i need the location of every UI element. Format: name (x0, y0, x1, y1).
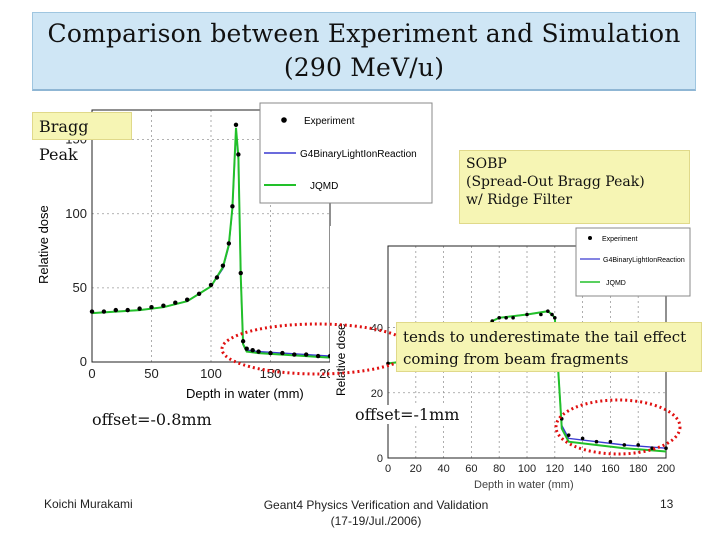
experiment-data-point (244, 346, 249, 351)
x-tick-label: 60 (465, 463, 477, 475)
x-tick-label: 0 (88, 366, 95, 381)
sobp-xlabel: Depth in water (mm) (474, 479, 574, 491)
x-tick-label: 180 (629, 463, 647, 475)
experiment-data-point (525, 312, 529, 317)
tail-note-box: tends to underestimate the tail effect c… (396, 322, 702, 372)
experiment-data-point (292, 352, 297, 357)
x-tick-label: 0 (385, 463, 391, 475)
sobp-legend-g4binary-label: G4BinaryLightIonReaction (603, 257, 685, 264)
legend-experiment-label: Experiment (304, 116, 355, 127)
slide-title-line1: Comparison between Experiment and Simula… (47, 19, 681, 48)
experiment-data-point (559, 417, 564, 421)
sobp-label-line2: (Spread-Out Bragg Peak) (466, 174, 645, 190)
page-number: 13 (660, 497, 674, 511)
experiment-data-point (161, 303, 166, 308)
offset-left-note: offset=-0.8mm (92, 410, 212, 429)
experiment-data-point (566, 433, 571, 437)
experiment-data-point (504, 315, 508, 320)
experiment-data-point (113, 307, 119, 313)
experiment-data-point (622, 443, 627, 447)
experiment-data-point (230, 204, 235, 209)
y-tick-label: 0 (80, 354, 87, 369)
x-tick-label: 20 (410, 463, 422, 475)
experiment-data-point (185, 297, 190, 302)
experiment-data-point (220, 263, 226, 268)
experiment-data-point (101, 309, 107, 314)
sobp-legend-experiment-marker (588, 236, 592, 240)
offset-right-note: offset=-1mm (355, 405, 460, 424)
x-tick-label: 100 (200, 366, 222, 381)
experiment-data-point (196, 291, 202, 297)
experiment-data-point (550, 312, 554, 317)
experiment-data-point (226, 241, 232, 246)
experiment-data-point (664, 446, 668, 451)
sobp-label-line3: w/ Ridge Filter (466, 192, 573, 208)
footer-center-line1: Geant4 Physics Verification and Validati… (263, 498, 489, 512)
footer-center-line2: (17-19/Jul./2006) (330, 514, 422, 528)
legend-jqmd-label: JQMD (310, 181, 338, 192)
experiment-data-point (137, 306, 142, 311)
experiment-data-point (608, 439, 613, 444)
x-tick-label: 100 (518, 463, 536, 475)
slide-title-box: Comparison between Experiment and Simula… (32, 12, 696, 91)
experiment-data-point (236, 152, 241, 157)
footer-center: Geant4 Physics Verification and Validati… (250, 497, 502, 529)
experiment-data-point (650, 446, 654, 451)
bragg-ylabel: Relative dose (36, 205, 51, 284)
experiment-data-point (208, 282, 214, 288)
sobp-ylabel: Relative dose (334, 323, 348, 396)
y-tick-label: 0 (377, 453, 383, 465)
sobp-label-box: SOBP (Spread-Out Bragg Peak) w/ Ridge Fi… (459, 150, 690, 224)
experiment-data-point (539, 312, 543, 317)
legend-g4binary-label: G4BinaryLightIonReaction (300, 149, 417, 160)
experiment-data-point (315, 353, 321, 359)
x-tick-label: 140 (573, 463, 591, 475)
x-tick-label: 200 (657, 463, 675, 475)
experiment-data-point (173, 300, 178, 305)
experiment-data-point (149, 304, 154, 310)
x-tick-label: 50 (144, 366, 158, 381)
experiment-data-point (490, 319, 495, 323)
experiment-data-point (240, 339, 246, 344)
experiment-data-point (280, 350, 285, 356)
slide-title-line2: (290 MeV/u) (283, 53, 445, 82)
sobp-label-line1: SOBP (466, 156, 507, 172)
sobp-legend-box (575, 227, 691, 297)
experiment-data-point (497, 315, 501, 320)
experiment-data-point (250, 347, 255, 353)
experiment-data-point (580, 436, 585, 441)
experiment-data-point (233, 122, 239, 128)
x-tick-label: 120 (546, 463, 564, 475)
experiment-data-point (636, 443, 640, 447)
bragg-xlabel: Depth in water (mm) (186, 386, 304, 401)
footer-author: Koichi Murakami (44, 497, 133, 511)
experiment-data-point (214, 275, 220, 280)
x-tick-label: 40 (437, 463, 449, 475)
experiment-data-point (304, 352, 309, 357)
legend-experiment-marker (281, 117, 287, 123)
tail-note-line2: coming from beam fragments (403, 350, 629, 368)
experiment-data-point (511, 315, 515, 320)
experiment-data-point (386, 361, 390, 366)
y-tick-label: 50 (73, 280, 87, 295)
experiment-data-point (256, 349, 261, 354)
x-tick-label: 80 (493, 463, 505, 475)
tail-note-line1: tends to underestimate the tail effect (403, 328, 687, 346)
experiment-data-point (125, 307, 130, 313)
bragg-peak-label: Bragg Peak (32, 112, 132, 164)
x-tick-label: 150 (260, 366, 282, 381)
experiment-data-point (553, 315, 557, 320)
sobp-legend-experiment-label: Experiment (602, 236, 637, 243)
experiment-data-point (238, 270, 243, 276)
y-tick-label: 40 (371, 323, 383, 335)
x-tick-label: 160 (601, 463, 619, 475)
sobp-legend-jqmd-label: JQMD (606, 280, 626, 287)
experiment-data-point (594, 439, 599, 444)
experiment-data-point (268, 350, 273, 356)
y-tick-label: 20 (371, 388, 383, 400)
experiment-data-point (89, 309, 95, 314)
y-tick-label: 100 (65, 206, 87, 221)
experiment-data-point (546, 309, 550, 314)
